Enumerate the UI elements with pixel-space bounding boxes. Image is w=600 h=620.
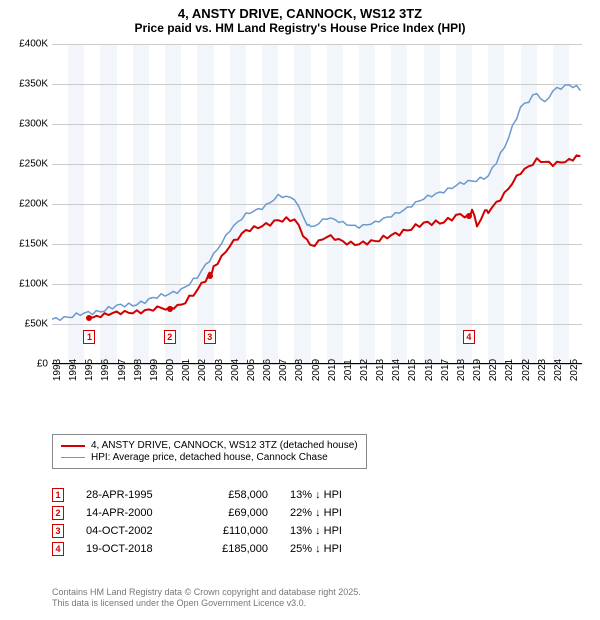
year-band bbox=[133, 44, 149, 363]
year-band bbox=[197, 44, 213, 363]
y-tick-label: £100K bbox=[19, 279, 48, 290]
footer: Contains HM Land Registry data © Crown c… bbox=[52, 587, 361, 610]
title-address: 4, ANSTY DRIVE, CANNOCK, WS12 3TZ bbox=[10, 6, 590, 21]
legend-swatch bbox=[61, 445, 85, 447]
price-marker-label: 2 bbox=[164, 330, 176, 344]
sale-row: 4 19-OCT-2018 £185,000 25% ↓ HPI bbox=[52, 542, 370, 556]
y-tick-label: £400K bbox=[19, 39, 48, 50]
price-marker-dot bbox=[86, 315, 92, 321]
year-band bbox=[294, 44, 310, 363]
sale-price: £110,000 bbox=[198, 525, 268, 537]
legend-swatch bbox=[61, 457, 85, 458]
sale-date: 28-APR-1995 bbox=[86, 489, 176, 501]
x-axis: 1993199419951996199719981999200020012002… bbox=[52, 364, 582, 394]
sale-number: 3 bbox=[52, 524, 64, 538]
footer-line2: This data is licensed under the Open Gov… bbox=[52, 598, 361, 610]
year-band bbox=[230, 44, 246, 363]
year-band bbox=[488, 44, 504, 363]
legend-label: HPI: Average price, detached house, Cann… bbox=[91, 452, 328, 463]
chart-container: 4, ANSTY DRIVE, CANNOCK, WS12 3TZ Price … bbox=[0, 0, 600, 620]
price-marker-dot bbox=[207, 273, 213, 279]
year-band bbox=[391, 44, 407, 363]
grid-line bbox=[52, 324, 582, 325]
footer-line1: Contains HM Land Registry data © Crown c… bbox=[52, 587, 361, 599]
y-tick-label: £350K bbox=[19, 79, 48, 90]
sales-table: 1 28-APR-1995 £58,000 13% ↓ HPI 2 14-APR-2000… bbox=[52, 484, 370, 560]
y-tick-label: £150K bbox=[19, 239, 48, 250]
grid-line bbox=[52, 284, 582, 285]
year-band bbox=[68, 44, 84, 363]
sale-row: 1 28-APR-1995 £58,000 13% ↓ HPI bbox=[52, 488, 370, 502]
title-block: 4, ANSTY DRIVE, CANNOCK, WS12 3TZ Price … bbox=[0, 0, 600, 37]
sale-diff: 25% ↓ HPI bbox=[290, 543, 370, 555]
year-band bbox=[424, 44, 440, 363]
year-band bbox=[359, 44, 375, 363]
grid-line bbox=[52, 164, 582, 165]
sale-row: 2 14-APR-2000 £69,000 22% ↓ HPI bbox=[52, 506, 370, 520]
price-marker-label: 4 bbox=[463, 330, 475, 344]
sale-date: 14-APR-2000 bbox=[86, 507, 176, 519]
year-band bbox=[553, 44, 569, 363]
sale-diff: 13% ↓ HPI bbox=[290, 489, 370, 501]
year-band bbox=[456, 44, 472, 363]
sale-diff: 13% ↓ HPI bbox=[290, 525, 370, 537]
sale-date: 04-OCT-2002 bbox=[86, 525, 176, 537]
price-marker-label: 1 bbox=[83, 330, 95, 344]
x-tick-label: 2025 bbox=[569, 359, 591, 381]
y-tick-label: £250K bbox=[19, 159, 48, 170]
sale-number: 1 bbox=[52, 488, 64, 502]
plot-area: 1 2 3 4 bbox=[52, 44, 582, 364]
year-band bbox=[165, 44, 181, 363]
year-band bbox=[521, 44, 537, 363]
title-subtitle: Price paid vs. HM Land Registry's House … bbox=[10, 21, 590, 35]
price-marker-label: 3 bbox=[204, 330, 216, 344]
price-marker-dot bbox=[466, 213, 472, 219]
grid-line bbox=[52, 244, 582, 245]
grid-line bbox=[52, 44, 582, 45]
legend-item: HPI: Average price, detached house, Cann… bbox=[61, 452, 358, 463]
year-band bbox=[327, 44, 343, 363]
y-tick-label: £50K bbox=[25, 319, 48, 330]
sale-row: 3 04-OCT-2002 £110,000 13% ↓ HPI bbox=[52, 524, 370, 538]
sale-number: 2 bbox=[52, 506, 64, 520]
line-layer bbox=[52, 44, 582, 363]
series-line bbox=[89, 155, 580, 317]
y-tick-label: £0 bbox=[37, 359, 48, 370]
y-tick-label: £300K bbox=[19, 119, 48, 130]
grid-line bbox=[52, 204, 582, 205]
grid-line bbox=[52, 124, 582, 125]
legend-label: 4, ANSTY DRIVE, CANNOCK, WS12 3TZ (detac… bbox=[91, 440, 358, 451]
year-band bbox=[100, 44, 116, 363]
sale-diff: 22% ↓ HPI bbox=[290, 507, 370, 519]
sale-price: £69,000 bbox=[198, 507, 268, 519]
legend: 4, ANSTY DRIVE, CANNOCK, WS12 3TZ (detac… bbox=[52, 434, 367, 469]
price-marker-dot bbox=[167, 306, 173, 312]
year-band bbox=[262, 44, 278, 363]
sale-price: £58,000 bbox=[198, 489, 268, 501]
legend-item: 4, ANSTY DRIVE, CANNOCK, WS12 3TZ (detac… bbox=[61, 440, 358, 451]
grid-line bbox=[52, 84, 582, 85]
chart-area: £0£50K£100K£150K£200K£250K£300K£350K£400… bbox=[10, 44, 590, 394]
sale-date: 19-OCT-2018 bbox=[86, 543, 176, 555]
y-tick-label: £200K bbox=[19, 199, 48, 210]
sale-number: 4 bbox=[52, 542, 64, 556]
series-line bbox=[52, 85, 580, 320]
sale-price: £185,000 bbox=[198, 543, 268, 555]
y-axis: £0£50K£100K£150K£200K£250K£300K£350K£400… bbox=[10, 44, 52, 364]
